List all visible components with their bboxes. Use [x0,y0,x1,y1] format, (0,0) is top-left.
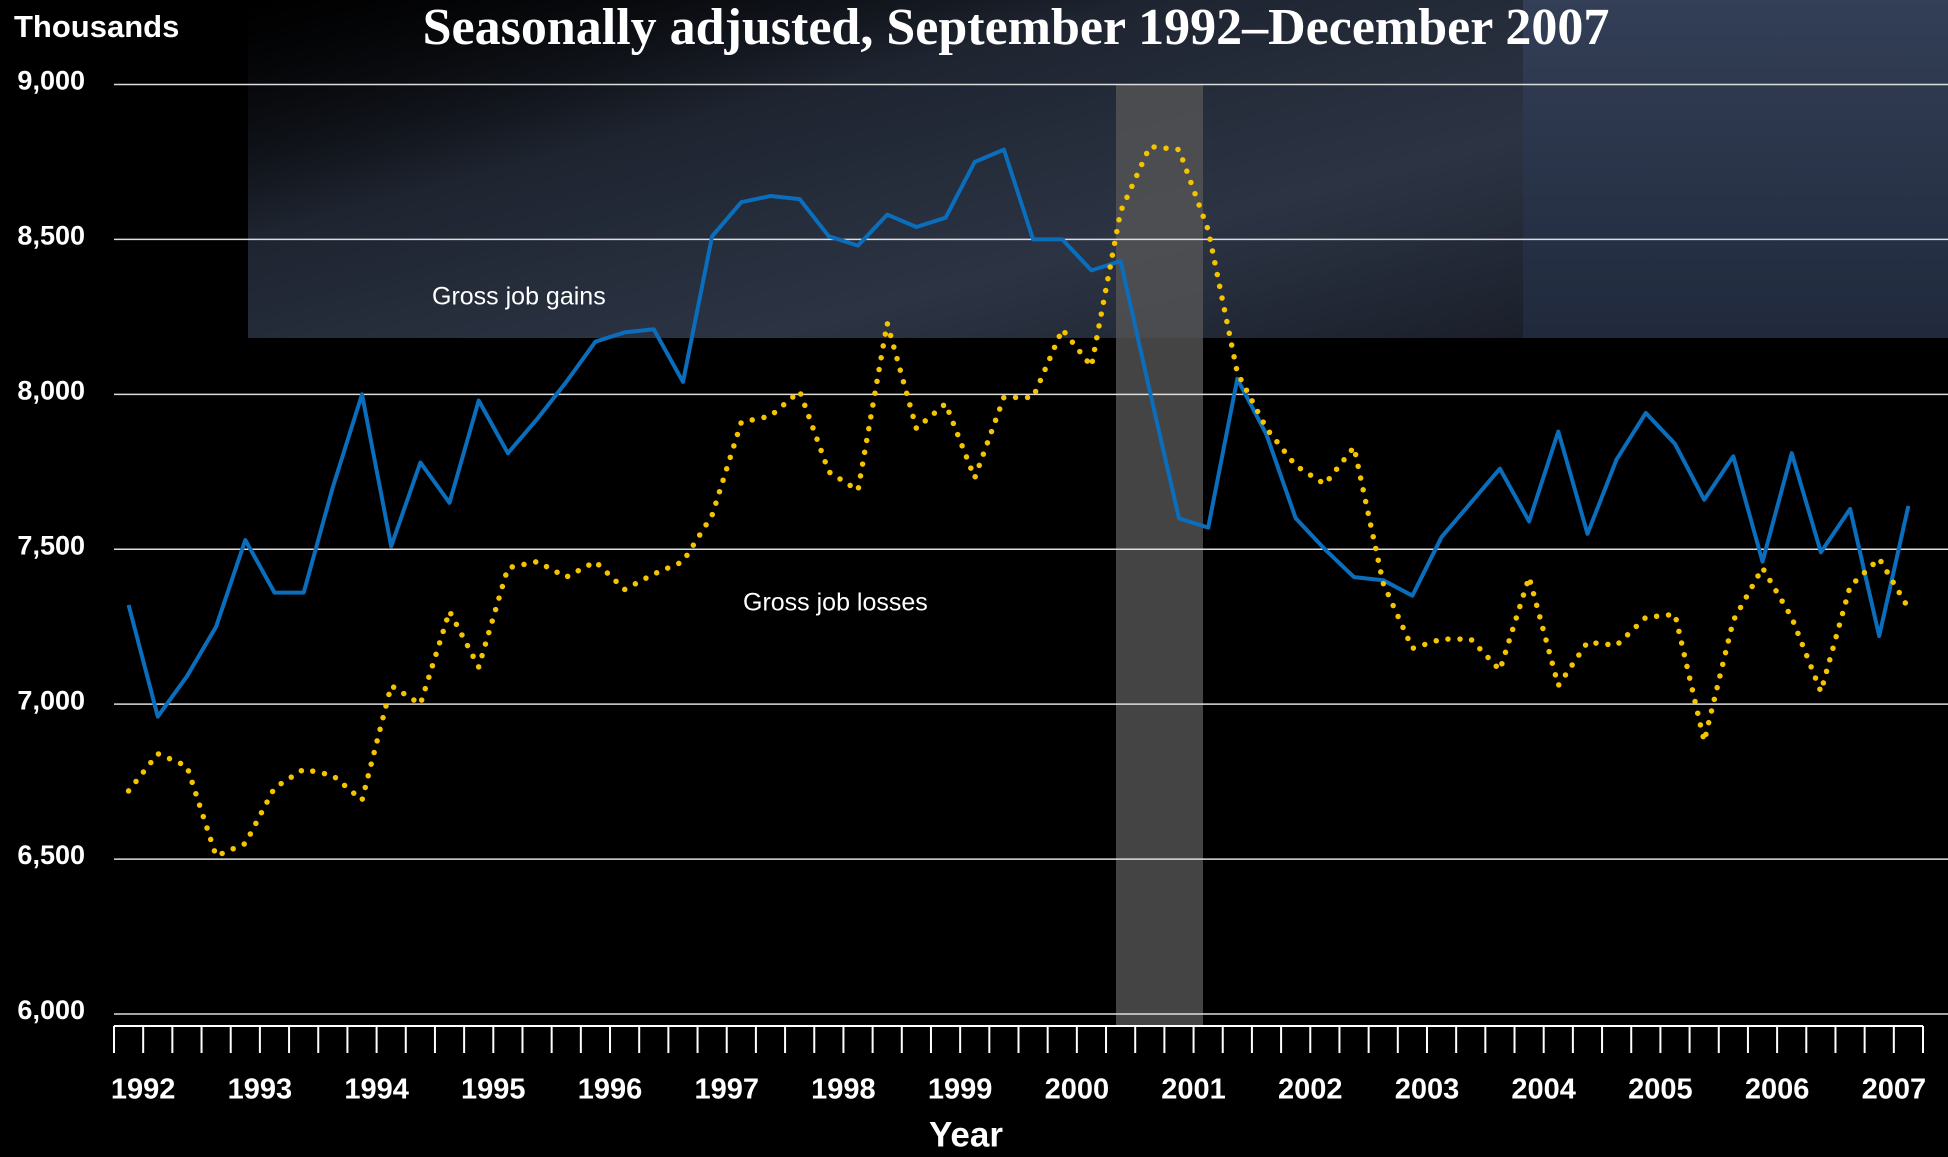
x-axis-label: Year [929,1115,1003,1154]
y-tick-label: 7,500 [17,530,85,560]
y-tick-label: 8,000 [17,375,85,405]
x-tick-label: 1998 [811,1074,876,1106]
x-tick-label: 2004 [1511,1074,1576,1106]
x-tick-label: 2002 [1278,1074,1343,1106]
x-tick-label: 1999 [928,1074,993,1106]
x-tick-label: 2001 [1161,1074,1226,1106]
x-tick-label: 2006 [1745,1074,1810,1106]
x-tick-label: 1994 [344,1074,409,1106]
series-label: Gross job gains [432,283,606,311]
x-tick-label: 1996 [578,1074,643,1106]
x-tick-label: 2000 [1045,1074,1110,1106]
chart: Seasonally adjusted, September 1992–Dece… [0,0,1948,1157]
y-tick-label: 7,000 [17,685,85,715]
y-tick-label: 9,000 [17,66,85,96]
series-label: Gross job losses [743,589,928,617]
recession-shade [1116,84,1203,1026]
x-tick-label: 2005 [1628,1074,1693,1106]
x-tick-label: 1992 [111,1074,176,1106]
y-tick-label: 6,000 [17,995,85,1025]
x-tick-label: 2007 [1862,1074,1927,1106]
x-tick-label: 1997 [694,1074,759,1106]
y-tick-label: 6,500 [17,840,85,870]
x-tick-label: 2003 [1395,1074,1460,1106]
x-tick-label: 1993 [228,1074,293,1106]
x-tick-label: 1995 [461,1074,526,1106]
chart-title: Seasonally adjusted, September 1992–Dece… [423,0,1610,56]
y-axis-label: Thousands [14,9,179,44]
y-tick-label: 8,500 [17,221,85,251]
